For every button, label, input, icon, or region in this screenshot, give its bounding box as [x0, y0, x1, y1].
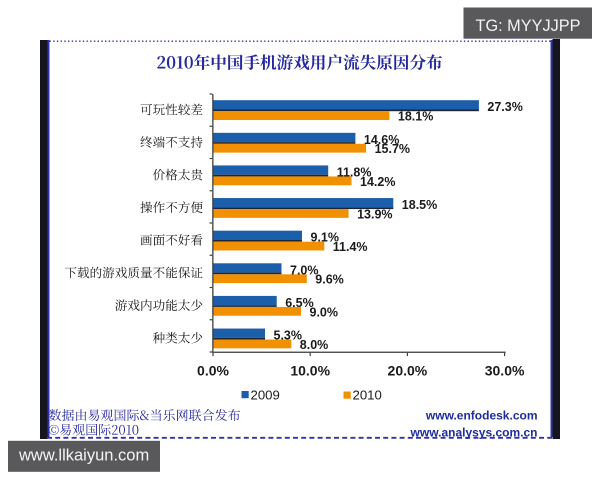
svg-text:14.6%: 14.6%: [364, 133, 399, 147]
svg-text:30.0%: 30.0%: [485, 363, 525, 379]
svg-text:18.5%: 18.5%: [402, 198, 437, 212]
svg-text:9.1%: 9.1%: [311, 231, 340, 245]
svg-text:14.2%: 14.2%: [360, 175, 395, 189]
svg-text:27.3%: 27.3%: [487, 100, 522, 114]
svg-text:20.0%: 20.0%: [388, 363, 428, 379]
svg-text:18.1%: 18.1%: [398, 110, 433, 124]
svg-text:9.6%: 9.6%: [315, 273, 344, 287]
svg-text:6.5%: 6.5%: [285, 296, 314, 310]
svg-text:10.0%: 10.0%: [290, 363, 330, 379]
svg-text:0.0%: 0.0%: [197, 363, 229, 379]
svg-text:2009: 2009: [251, 387, 280, 402]
svg-text:5.3%: 5.3%: [274, 329, 303, 343]
svg-text:11.4%: 11.4%: [333, 240, 368, 254]
svg-text:7.0%: 7.0%: [290, 263, 319, 277]
svg-text:13.9%: 13.9%: [357, 208, 392, 222]
svg-text:11.8%: 11.8%: [337, 165, 372, 179]
svg-text:15.7%: 15.7%: [375, 142, 410, 156]
svg-text:8.0%: 8.0%: [300, 338, 329, 352]
svg-text:TG: MYYJJPP: TG: MYYJJPP: [476, 17, 581, 35]
svg-text:www.analysys.com.cn: www.analysys.com.cn: [410, 426, 538, 440]
svg-text:www.llkaiyun.com: www.llkaiyun.com: [18, 447, 149, 465]
svg-text:www.enfodesk.com: www.enfodesk.com: [425, 409, 538, 423]
svg-text:9.0%: 9.0%: [310, 305, 339, 319]
svg-text:2010: 2010: [353, 387, 382, 402]
